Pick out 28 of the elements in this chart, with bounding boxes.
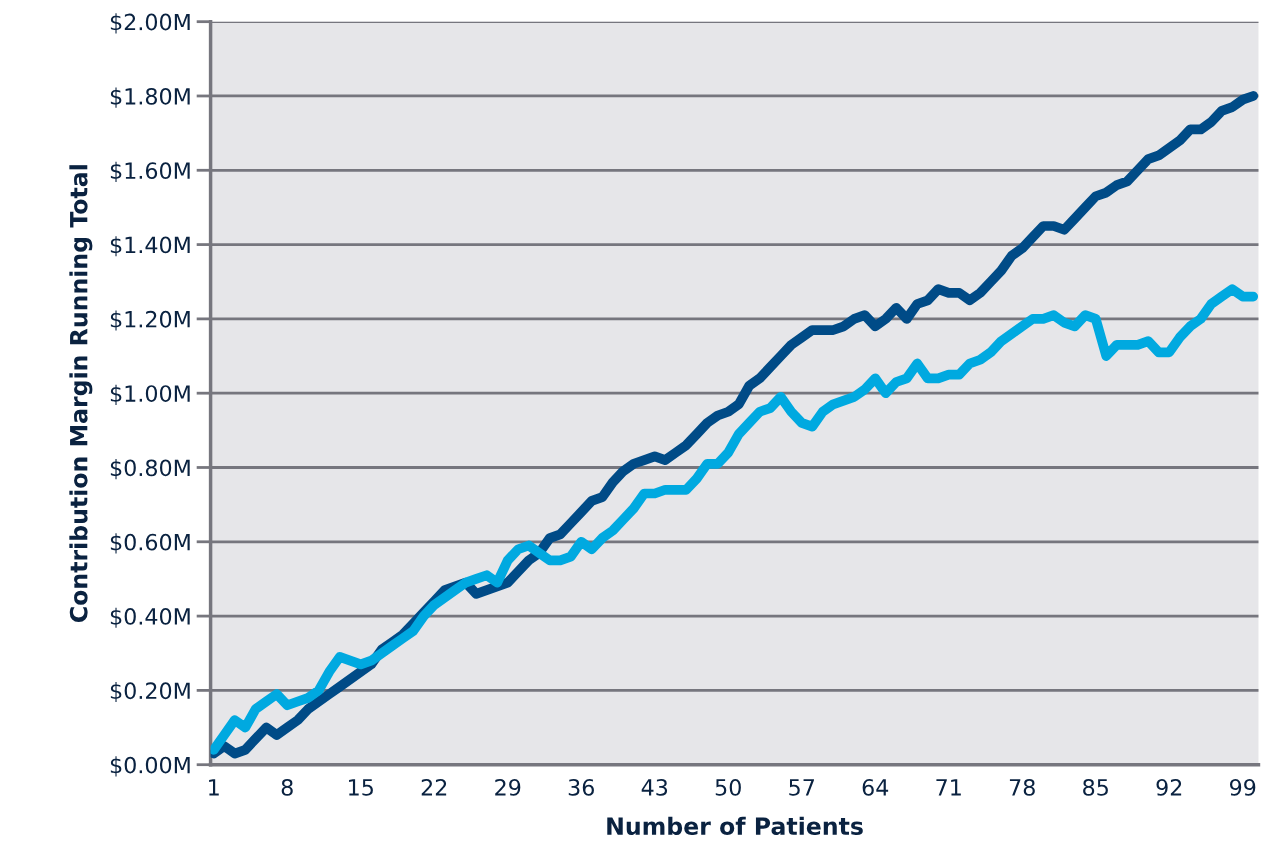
x-tick-label: 15 [349,779,373,796]
x-tick-label: 57 [789,779,814,796]
y-tick-label: $2.00M [110,13,190,34]
x-tick-label: 92 [1156,778,1182,796]
y-tick-label: $0.60M [110,533,190,554]
x-tick-label: 78 [1009,778,1035,796]
y-axis-title: Contribution Margin Running Total [69,165,93,622]
x-tick-label: 29 [495,778,521,796]
y-tick-label: $1.60M [110,161,190,182]
x-axis-title: Number of Patients [607,816,863,836]
y-tick-label: $0.40M [110,607,190,628]
y-tick-label: $1.40M [110,236,190,257]
y-tick-label: $0.80M [110,459,190,480]
x-tick-label: 99 [1229,778,1256,796]
x-tick-label: 22 [421,778,447,796]
y-tick-label: $1.00M [110,384,190,405]
x-tick-label: 43 [641,778,668,796]
x-tick-label: 85 [1083,778,1108,796]
x-tick-label: 8 [281,778,293,796]
x-tick-label: 64 [862,778,889,796]
y-tick-label: $0.20M [110,681,190,703]
x-tick-label: 36 [568,778,594,796]
y-tick-label: $1.20M [110,310,190,331]
x-tick-label: 1 [209,779,219,796]
x-tick-label: 50 [715,778,741,796]
y-tick-label: $1.80M [110,87,190,108]
x-tick-label: 71 [936,779,961,796]
y-tick-label: $0.00M [110,756,190,777]
